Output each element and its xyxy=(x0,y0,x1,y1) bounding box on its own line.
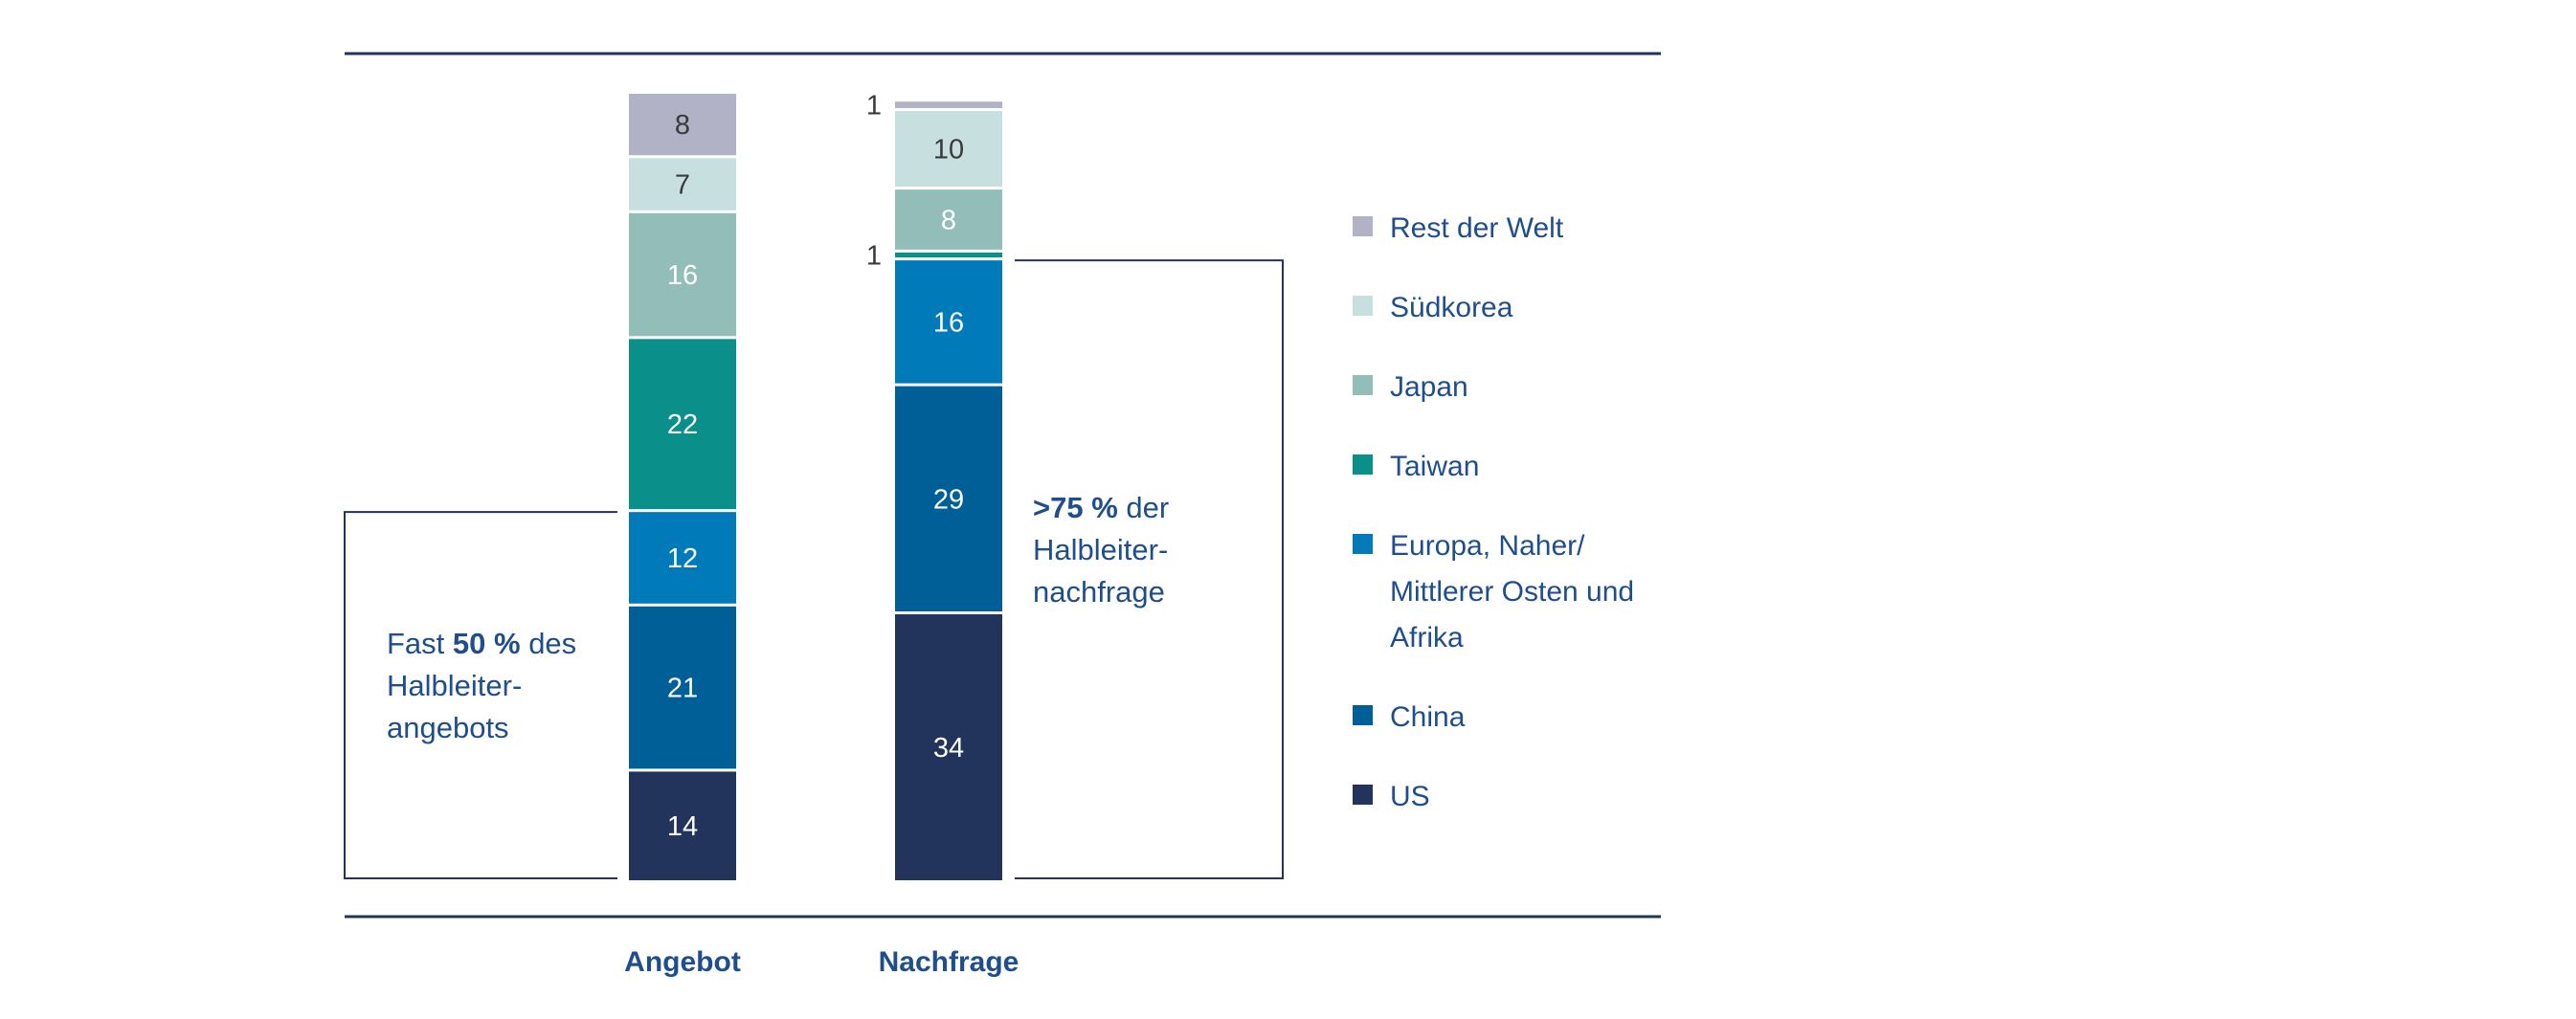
bracket-nachfrage xyxy=(1015,259,1284,879)
legend-label: Rest der Welt xyxy=(1390,212,1564,244)
data-label: 16 xyxy=(933,307,964,338)
category-label-angebot: Angebot xyxy=(624,946,741,978)
data-label: 12 xyxy=(667,543,698,574)
data-label: 1 xyxy=(866,241,882,272)
bar-angebot-us xyxy=(629,771,736,880)
legend-swatch xyxy=(1353,375,1373,395)
legend: Rest der Welt Südkorea Japan Taiwan Europa, … xyxy=(1353,212,1634,812)
bar-angebot-china xyxy=(629,606,736,769)
legend-swatch xyxy=(1353,534,1373,554)
legend-label: China xyxy=(1390,701,1466,733)
data-label: 22 xyxy=(667,410,698,440)
legend-swatch xyxy=(1353,454,1373,475)
legend-swatch xyxy=(1353,705,1373,725)
legend-item-rest-der-welt: Rest der Welt xyxy=(1353,212,1564,244)
category-label-nachfrage: Nachfrage xyxy=(879,946,1019,978)
legend-swatch xyxy=(1353,785,1373,805)
bar-angebot-rest-der-welt xyxy=(629,94,736,156)
annotation-nachfrage: >75 % der Halbleiter-nachfrage xyxy=(1033,491,1169,609)
data-label: 7 xyxy=(675,170,690,201)
bar-angebot-sudkorea xyxy=(629,158,736,210)
data-label: 34 xyxy=(933,733,964,764)
legend-item-japan: Japan xyxy=(1353,371,1468,403)
legend-label: Taiwan xyxy=(1390,451,1479,482)
legend-item-europa-naher-mittlerer-osten-und-afrika: Europa, Naher/Mittlerer Osten und Afrika xyxy=(1353,530,1634,653)
data-label: 10 xyxy=(933,135,964,166)
legend-label: Japan xyxy=(1390,371,1468,403)
legend-label: US xyxy=(1390,781,1430,812)
legend-item-china: China xyxy=(1353,701,1466,733)
annotation-angebot: Fast 50 % des Halbleiter-angebots xyxy=(387,627,576,744)
brackets xyxy=(344,259,1284,879)
data-label: 8 xyxy=(941,206,956,236)
legend-item-us: US xyxy=(1353,781,1430,812)
bar-nachfrage-us xyxy=(895,614,1002,880)
bar-nachfrage-taiwan xyxy=(895,252,1002,258)
legend-label: Europa, Naher/Mittlerer Osten und Afrika xyxy=(1390,530,1634,653)
bar-angebot-japan xyxy=(629,212,736,337)
bar-nachfrage-rest-der-welt xyxy=(895,101,1002,108)
data-label: 14 xyxy=(667,811,698,842)
category-labels: Angebot Nachfrage xyxy=(624,946,1019,978)
data-label: 29 xyxy=(933,484,964,515)
bars: 14 21 12 22 16 7 8 34 29 16 1 8 10 1 xyxy=(629,91,1002,880)
bar-angebot-europa-naher-mittlerer-osten-und-afrika xyxy=(629,512,736,604)
data-label: 16 xyxy=(667,260,698,291)
bar-nachfrage-sudkorea xyxy=(895,110,1002,188)
legend-item-sudkorea: Südkorea xyxy=(1353,292,1513,323)
annotations: Fast 50 % des Halbleiter-angebots >75 % de… xyxy=(387,491,1169,744)
legend-item-taiwan: Taiwan xyxy=(1353,451,1479,482)
data-label: 1 xyxy=(866,91,882,122)
bar-nachfrage-europa-naher-mittlerer-osten-und-afrika xyxy=(895,260,1002,384)
bar-nachfrage-china xyxy=(895,386,1002,612)
legend-swatch xyxy=(1353,216,1373,236)
legend-label: Südkorea xyxy=(1390,292,1513,323)
bracket-angebot xyxy=(344,511,617,879)
legend-swatch xyxy=(1353,296,1373,316)
data-label: 21 xyxy=(667,674,698,704)
data-label: 8 xyxy=(675,110,690,141)
bar-angebot-taiwan xyxy=(629,339,736,510)
bar-nachfrage-japan xyxy=(895,189,1002,250)
